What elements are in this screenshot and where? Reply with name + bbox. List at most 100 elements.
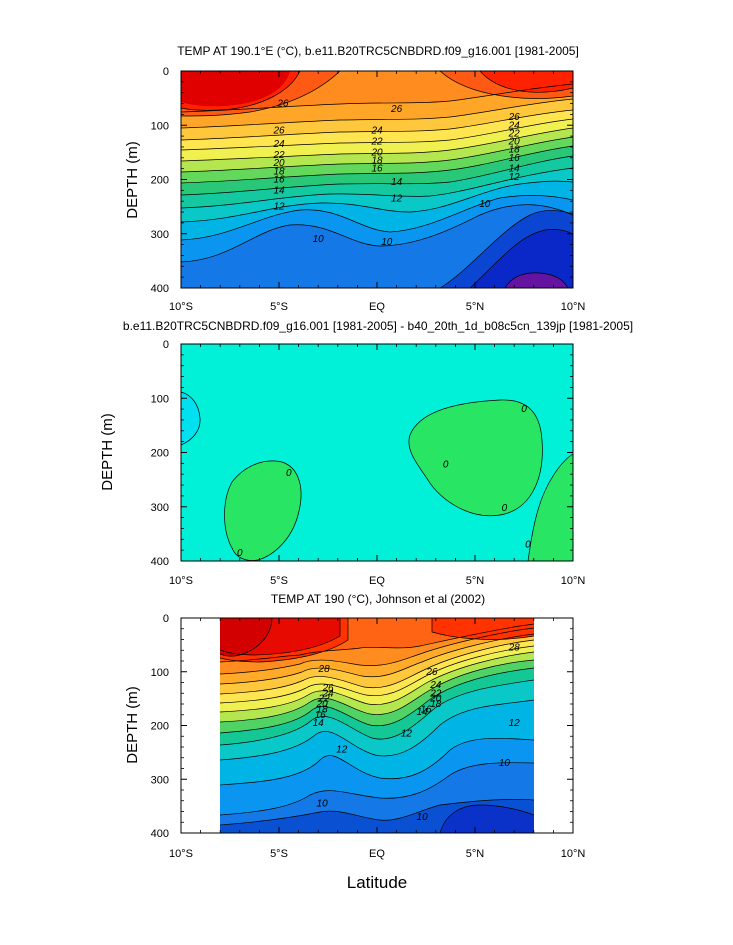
contour-label: 26 (425, 667, 438, 678)
x-tick-label: 10°S (169, 848, 193, 860)
contour-band (181, 119, 573, 161)
y-tick-label: 100 (151, 120, 169, 132)
contour-line (220, 659, 534, 723)
contour-band (181, 137, 573, 183)
contour-label: 14 (509, 164, 521, 175)
contour-label: 0 (286, 468, 292, 479)
contour-line (220, 667, 534, 734)
x-tick-label: 10°S (169, 575, 193, 587)
contour-line (439, 804, 534, 833)
contour-label: 26 (272, 126, 285, 137)
contour-line (220, 737, 534, 786)
y-tick-label: 300 (151, 774, 169, 786)
x-tick-label: 5°S (270, 848, 288, 860)
contour-line (220, 798, 534, 826)
contour-line (469, 229, 573, 288)
contour-band (181, 84, 573, 128)
contour-label: 28 (318, 664, 331, 675)
y-tick-label: 200 (151, 175, 169, 187)
contour-label: 12 (509, 718, 521, 729)
contour-band (181, 156, 573, 208)
contour-line (220, 651, 534, 713)
contour-line (181, 83, 573, 113)
x-tick-label: EQ (369, 575, 385, 587)
contour-line (181, 136, 573, 173)
y-tick-label: 200 (151, 448, 169, 460)
y-axis-label: DEPTH (m) (99, 413, 116, 491)
contour-label: 20 (316, 699, 329, 710)
contour-line (439, 210, 573, 288)
y-tick-label: 200 (151, 721, 169, 733)
y-tick-label: 0 (163, 613, 169, 625)
contour-band (220, 668, 534, 745)
chart-title: b.e11.B20TRC5CNBDRD.f09_g16.001 [1981-20… (123, 319, 633, 333)
contour-label: 28 (508, 643, 521, 654)
contour-label: 24 (321, 688, 334, 699)
contour-label: 20 (370, 147, 383, 158)
axes: 10°S 5°S EQ 5°N 10°N 0 100 200 300 400 (151, 613, 586, 860)
contour-band (181, 110, 573, 150)
contour-band (527, 453, 573, 561)
contour-band (220, 628, 534, 684)
contour-line (220, 618, 273, 657)
contour-band (181, 128, 573, 172)
contour-line (181, 71, 341, 117)
axes: 10°S 5°S EQ 5°N 10°N 0 100 200 300 400 (151, 339, 586, 587)
contour-label: 22 (429, 688, 442, 699)
x-tick-label: 5°N (466, 575, 485, 587)
contour-label: 0 (521, 404, 527, 415)
contour-band (181, 181, 573, 240)
contour-label: 12 (273, 202, 285, 213)
contour-label: 12 (401, 729, 413, 740)
contour-line (220, 699, 534, 761)
contour-band (220, 652, 534, 722)
contour-label: 0 (237, 548, 243, 559)
contour-band (470, 229, 573, 288)
contour-band (220, 660, 534, 733)
y-tick-label: 400 (151, 556, 169, 568)
contour-label: 24 (429, 680, 442, 691)
x-tick-label: 10°N (561, 301, 586, 313)
x-tick-label: EQ (369, 848, 385, 860)
contour-label: 12 (391, 193, 403, 204)
contour-band (181, 168, 573, 222)
contour-line (181, 145, 573, 184)
contour-band (220, 618, 272, 657)
contour-labels: 0 0 0 0 0 0 (237, 404, 531, 559)
contour-band (220, 646, 534, 712)
contour-label: 16 (509, 153, 521, 164)
chart-title: TEMP AT 190 (°C), Johnson et al (2002) (271, 592, 485, 606)
contour-label: 0 (443, 459, 449, 470)
y-axis-label: DEPTH (m) (124, 686, 141, 764)
contour-line (181, 109, 573, 141)
contour-label: 22 (508, 128, 521, 139)
chart-panel-top: TEMP AT 190.1°E (°C), b.e11.B20TRC5CNBDR… (124, 44, 585, 313)
contour-label: 0 (502, 503, 508, 514)
contour-band (220, 680, 534, 760)
contour-line (220, 762, 534, 816)
contour-label: 22 (272, 150, 285, 161)
contour-line (479, 71, 573, 93)
contour-line (181, 167, 573, 209)
contour-band (181, 71, 290, 107)
contour-label: 16 (273, 175, 285, 186)
y-tick-label: 100 (151, 393, 169, 405)
contour-label: 14 (391, 177, 403, 188)
contour-label: 18 (430, 699, 442, 710)
contour-line (181, 204, 573, 263)
contour-label: 18 (273, 166, 285, 177)
x-tick-label: 10°S (169, 301, 193, 313)
contour-label: 10 (313, 234, 325, 245)
x-tick-label: 5°N (466, 848, 485, 860)
chart-title: TEMP AT 190.1°E (°C), b.e11.B20TRC5CNBDR… (177, 44, 579, 58)
contour-label: 12 (509, 172, 521, 183)
contour-line (431, 618, 534, 640)
x-axis-label: Latitude (347, 873, 408, 892)
contour-line (220, 627, 534, 675)
contour-band (181, 99, 573, 140)
contour-band (408, 399, 543, 517)
contour-band (220, 634, 534, 694)
contour-line (220, 639, 534, 695)
